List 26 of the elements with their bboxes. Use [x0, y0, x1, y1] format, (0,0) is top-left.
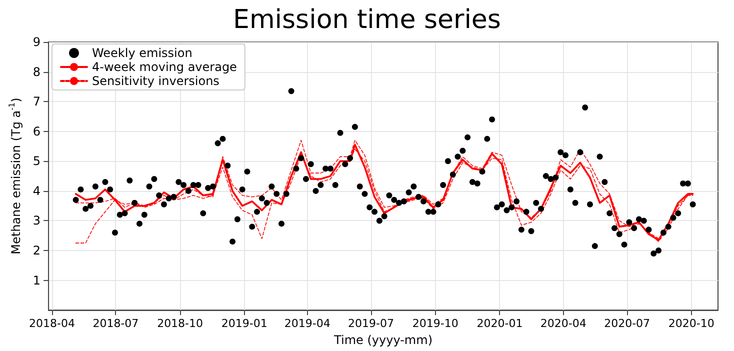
chart-title: Emission time series — [233, 5, 501, 35]
x-tick-label: 2018-07 — [92, 317, 139, 330]
y-tick-label: 2 — [32, 244, 41, 258]
x-tick-label: 2018-10 — [157, 317, 204, 330]
x-tick-label: 2019-04 — [284, 317, 330, 330]
x-tick-label: 2020-04 — [540, 317, 586, 330]
x-tick-label: 2020-10 — [668, 317, 714, 330]
x-tick-label: 2018-04 — [29, 317, 76, 330]
y-tick-label: 7 — [32, 94, 41, 109]
y-tick-label: 3 — [32, 214, 41, 228]
legend-label: Weekly emission — [92, 46, 192, 60]
y-tick-label: 6 — [32, 124, 41, 138]
legend-label: 4-week moving average — [92, 60, 237, 74]
y-tick-label: 8 — [32, 64, 41, 79]
legend-label: Sensitivity inversions — [92, 74, 220, 88]
y-tick-label: 9 — [32, 35, 41, 49]
y-tick-label: 5 — [32, 154, 41, 168]
y-tick-label: 4 — [32, 184, 41, 198]
y-tick-label: 1 — [32, 273, 41, 288]
x-axis-title: Time (yyyy-mm) — [333, 333, 432, 347]
x-tick-label: 2020-07 — [604, 317, 650, 330]
x-tick-label: 2019-01 — [221, 317, 268, 330]
x-tick-label: 2019-10 — [412, 317, 458, 330]
x-tick-label: 2019-07 — [348, 317, 394, 330]
y-axis-title: Methane emission (Tg a-1) — [8, 98, 23, 254]
x-tick-label: 2020-01 — [476, 317, 523, 330]
